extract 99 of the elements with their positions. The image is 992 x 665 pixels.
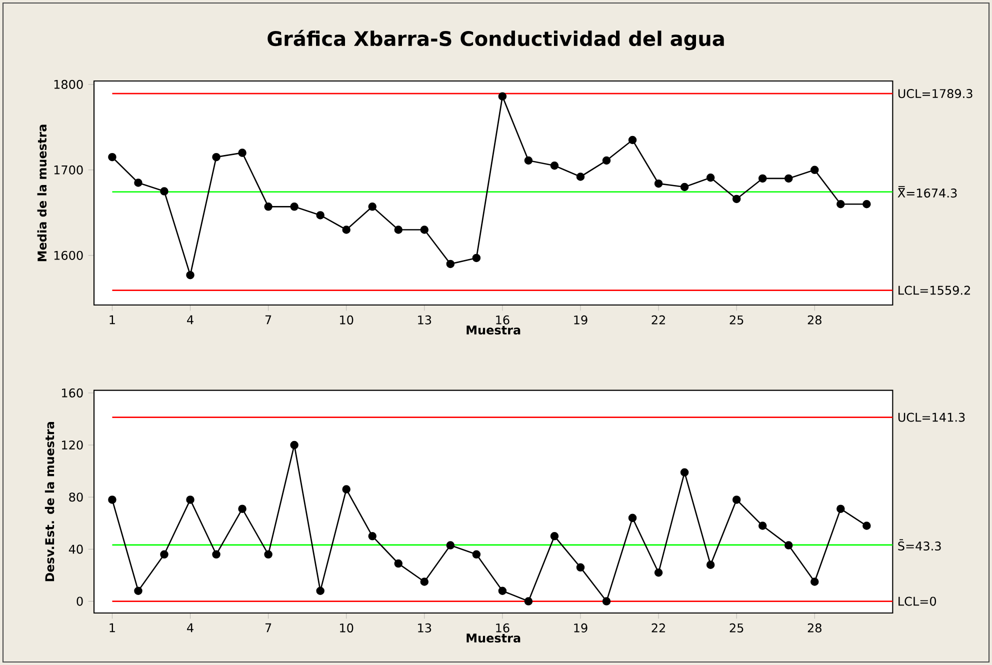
point [212, 152, 220, 162]
point [524, 156, 533, 165]
y-tick-label: 1600 [54, 250, 83, 260]
point [524, 597, 533, 606]
x-tick-label: 13 [418, 623, 432, 632]
point [602, 597, 611, 606]
x-tick-label: 19 [574, 623, 588, 632]
point [576, 172, 585, 181]
point [654, 179, 663, 188]
point [472, 254, 481, 262]
point [108, 496, 116, 504]
point [290, 440, 298, 450]
y-tick-label: 1700 [54, 165, 83, 174]
point [862, 522, 871, 530]
point [134, 178, 142, 187]
x-tick-label: 10 [340, 315, 354, 324]
point [836, 504, 845, 513]
x-tick-label: 19 [574, 315, 588, 324]
x-tick-label: 13 [418, 315, 432, 324]
y-axis-title: Desv.Est. de la muestra [44, 422, 54, 582]
point [446, 260, 455, 268]
y-tick-label: 0 [76, 596, 83, 606]
point [550, 532, 559, 540]
point [186, 496, 194, 504]
x-tick-label: 4 [187, 623, 194, 632]
point [342, 226, 350, 234]
point [316, 586, 324, 595]
point [134, 586, 142, 595]
x-tick-label: 1 [110, 623, 115, 632]
point [446, 541, 455, 550]
point [732, 496, 741, 504]
ref-line-label: LCL=1559.2 [898, 286, 970, 295]
point [420, 578, 429, 586]
x-tick-label: 16 [496, 623, 510, 632]
point [394, 559, 403, 568]
point [342, 485, 350, 494]
point [862, 200, 871, 208]
point [758, 522, 767, 530]
point [706, 173, 715, 182]
y-tick-label: 120 [62, 440, 83, 450]
x-tick-label: 25 [730, 623, 744, 632]
x-tick-label: 28 [808, 623, 822, 632]
ref-line-label: S̄=43.3 [898, 539, 941, 551]
point [160, 550, 168, 559]
point [420, 226, 429, 234]
point [706, 560, 715, 569]
ref-line-label: X̿=1674.3 [898, 186, 957, 198]
y-tick-label: 1800 [54, 80, 83, 89]
ref-line-label: UCL=1789.3 [898, 89, 972, 98]
point [472, 550, 481, 559]
point [810, 578, 819, 586]
point [628, 514, 637, 522]
point [264, 202, 272, 211]
point [576, 563, 585, 572]
point [498, 586, 507, 595]
y-tick-label: 80 [69, 492, 83, 502]
ref-line-label: UCL=141.3 [898, 412, 965, 422]
point [550, 162, 559, 170]
x-tick-label: 22 [652, 623, 665, 632]
point [394, 226, 403, 234]
chart-title: Gráfica Xbarra-S Conductividad del agua [268, 30, 724, 50]
point [290, 202, 298, 211]
point [264, 550, 272, 559]
x-tick-label: 7 [265, 315, 272, 324]
point [680, 468, 689, 477]
y-tick-label: 160 [62, 388, 83, 398]
point [186, 270, 194, 280]
x-tick-label: 7 [265, 623, 272, 632]
point [732, 194, 741, 204]
x-tick-label: 22 [652, 315, 665, 324]
x-tick-label: 1 [110, 315, 115, 324]
point [108, 152, 116, 162]
x-tick-label: 16 [496, 315, 510, 324]
point [602, 156, 611, 165]
x-tick-label: 10 [340, 623, 354, 632]
ref-line-label: LCL=0 [898, 596, 936, 606]
point [784, 541, 793, 550]
point [212, 550, 220, 559]
x-tick-label: 4 [187, 315, 194, 324]
point [628, 136, 637, 144]
point [758, 174, 767, 183]
point [238, 148, 246, 157]
point [498, 92, 507, 101]
point [368, 202, 376, 211]
x-axis-title: Muestra [466, 326, 520, 335]
point [654, 568, 663, 577]
point [316, 211, 324, 220]
x-tick-label: 28 [808, 315, 822, 324]
y-tick-label: 40 [68, 544, 83, 554]
point [238, 504, 246, 513]
point [680, 182, 689, 192]
point [368, 532, 376, 540]
point [836, 200, 845, 208]
point [160, 187, 168, 196]
y-axis-title: Media de la muestra [37, 124, 47, 262]
point [810, 166, 819, 174]
x-tick-label: 25 [730, 315, 744, 324]
point [784, 174, 793, 183]
x-axis-title: Muestra [466, 634, 520, 643]
